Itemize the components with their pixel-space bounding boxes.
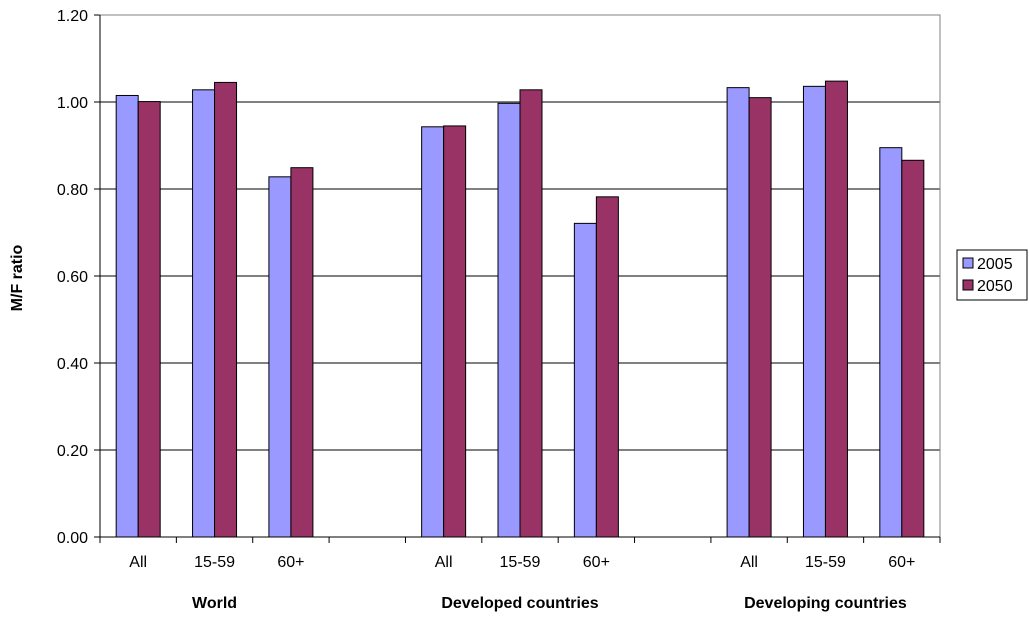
bar-2050-2 bbox=[290, 167, 314, 538]
x-tick-label: 15-59 bbox=[500, 554, 541, 571]
x-tick-label: 60+ bbox=[277, 554, 304, 571]
x-tick-label: 15-59 bbox=[805, 554, 846, 571]
y-tick-label: 0.00 bbox=[57, 530, 88, 547]
x-tick-label: 60+ bbox=[888, 554, 915, 571]
legend-label-2050: 2050 bbox=[977, 278, 1013, 295]
bar-2050-8 bbox=[748, 97, 772, 538]
legend: 2005 2050 bbox=[956, 249, 1028, 301]
bar-2005-0 bbox=[115, 94, 139, 538]
bar-2005-5 bbox=[497, 102, 521, 538]
group-label: World bbox=[192, 595, 237, 612]
bar-2005-9 bbox=[802, 85, 826, 538]
bar-2050-9 bbox=[824, 80, 848, 538]
bar-2050-0 bbox=[137, 101, 161, 538]
y-tick-label: 1.00 bbox=[57, 95, 88, 112]
y-tick-label: 1.20 bbox=[57, 8, 88, 25]
y-axis-label: M/F ratio bbox=[9, 244, 26, 311]
bars bbox=[115, 80, 925, 538]
legend-label-2005: 2005 bbox=[977, 256, 1013, 273]
bar-2005-8 bbox=[726, 87, 750, 538]
bar-2005-2 bbox=[268, 176, 292, 538]
bar-2050-1 bbox=[214, 81, 238, 538]
y-tick-labels: 0.00 0.20 0.40 0.60 0.80 1.00 1.20 bbox=[57, 8, 88, 547]
bar-2005-1 bbox=[192, 89, 216, 538]
x-tick-label: All bbox=[129, 554, 147, 571]
group-label: Developed countries bbox=[441, 595, 598, 612]
bar-2005-6 bbox=[573, 222, 597, 538]
bar-2050-10 bbox=[901, 159, 925, 538]
bar-2005-10 bbox=[879, 147, 903, 538]
x-tick-label: All bbox=[740, 554, 758, 571]
group-label: Developing countries bbox=[744, 595, 907, 612]
bar-2005-4 bbox=[421, 126, 445, 538]
y-tick-label: 0.80 bbox=[57, 182, 88, 199]
bar-2050-4 bbox=[443, 125, 467, 538]
y-tick-label: 0.60 bbox=[57, 269, 88, 286]
legend-swatch-2050 bbox=[962, 279, 974, 291]
y-tick-label: 0.20 bbox=[57, 443, 88, 460]
x-tick-labels: All 15-59 60+ All 15-59 60+ All 15-59 60+ bbox=[129, 554, 915, 571]
x-tick-label: 15-59 bbox=[194, 554, 235, 571]
y-tick-label: 0.40 bbox=[57, 356, 88, 373]
x-tick-label: All bbox=[435, 554, 453, 571]
x-tick-label: 60+ bbox=[583, 554, 610, 571]
group-labels: World Developed countries Developing count… bbox=[192, 595, 907, 612]
axes bbox=[99, 14, 941, 543]
bar-2050-5 bbox=[519, 89, 543, 538]
legend-swatch-2005 bbox=[962, 257, 974, 269]
bar-2050-6 bbox=[595, 196, 619, 538]
